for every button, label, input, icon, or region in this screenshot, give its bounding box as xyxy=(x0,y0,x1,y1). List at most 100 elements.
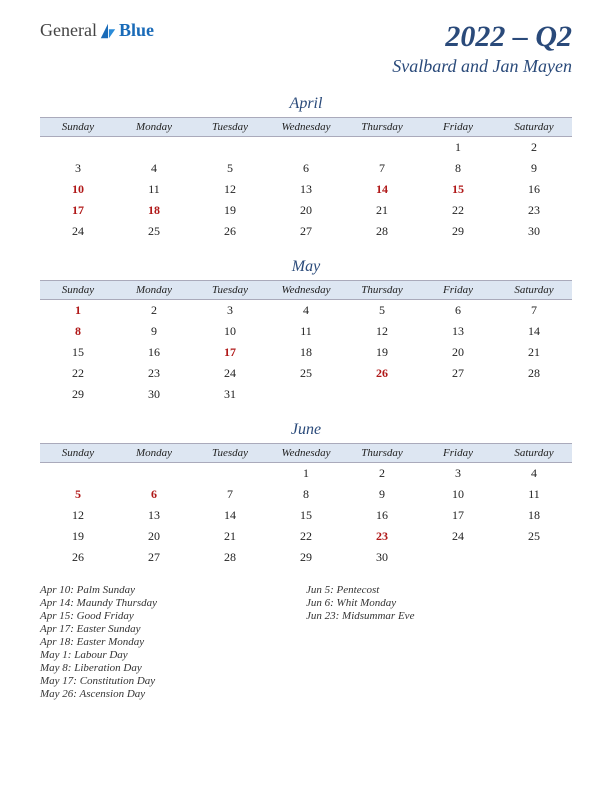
logo-sail-icon xyxy=(99,22,117,40)
day-cell xyxy=(40,137,116,159)
day-cell xyxy=(40,463,116,485)
day-cell: 23 xyxy=(116,363,192,384)
day-cell: 17 xyxy=(192,342,268,363)
day-cell: 21 xyxy=(192,526,268,547)
day-cell: 14 xyxy=(496,321,572,342)
table-row: 2627282930 xyxy=(40,547,572,568)
day-cell: 19 xyxy=(344,342,420,363)
day-cell: 21 xyxy=(344,200,420,221)
weekday-header: Friday xyxy=(420,118,496,137)
day-cell: 8 xyxy=(40,321,116,342)
day-cell xyxy=(496,384,572,405)
weekday-header: Wednesday xyxy=(268,444,344,463)
day-cell: 26 xyxy=(192,221,268,242)
day-cell: 22 xyxy=(40,363,116,384)
day-cell: 28 xyxy=(192,547,268,568)
day-cell: 16 xyxy=(496,179,572,200)
weekday-header: Monday xyxy=(116,118,192,137)
day-cell: 30 xyxy=(116,384,192,405)
day-cell: 18 xyxy=(496,505,572,526)
month-name: June xyxy=(40,421,572,439)
day-cell: 29 xyxy=(268,547,344,568)
day-cell: 1 xyxy=(268,463,344,485)
day-cell: 28 xyxy=(496,363,572,384)
calendar-table: SundayMondayTuesdayWednesdayThursdayFrid… xyxy=(40,280,572,405)
weekday-header: Tuesday xyxy=(192,118,268,137)
table-row: 22232425262728 xyxy=(40,363,572,384)
day-cell: 24 xyxy=(192,363,268,384)
day-cell: 22 xyxy=(268,526,344,547)
weekday-header: Monday xyxy=(116,444,192,463)
month-block: AprilSundayMondayTuesdayWednesdayThursda… xyxy=(40,95,572,242)
day-cell: 9 xyxy=(116,321,192,342)
day-cell: 18 xyxy=(268,342,344,363)
day-cell: 11 xyxy=(268,321,344,342)
table-row: 12 xyxy=(40,137,572,159)
day-cell: 13 xyxy=(420,321,496,342)
day-cell: 6 xyxy=(420,300,496,322)
month-block: MaySundayMondayTuesdayWednesdayThursdayF… xyxy=(40,258,572,405)
day-cell: 11 xyxy=(116,179,192,200)
title-block: 2022 – Q2 Svalbard and Jan Mayen xyxy=(392,20,572,77)
day-cell xyxy=(116,137,192,159)
day-cell: 16 xyxy=(344,505,420,526)
day-cell: 26 xyxy=(40,547,116,568)
day-cell: 2 xyxy=(344,463,420,485)
day-cell: 3 xyxy=(420,463,496,485)
logo: General Blue xyxy=(40,20,154,41)
day-cell: 25 xyxy=(116,221,192,242)
day-cell: 9 xyxy=(496,158,572,179)
table-row: 10111213141516 xyxy=(40,179,572,200)
holiday-entry: Jun 5: Pentecost xyxy=(306,584,572,596)
day-cell: 16 xyxy=(116,342,192,363)
day-cell: 2 xyxy=(496,137,572,159)
day-cell: 15 xyxy=(420,179,496,200)
holiday-entry: Apr 10: Palm Sunday xyxy=(40,584,306,596)
day-cell: 30 xyxy=(344,547,420,568)
day-cell: 24 xyxy=(40,221,116,242)
holiday-entry: May 8: Liberation Day xyxy=(40,662,306,674)
weekday-header: Tuesday xyxy=(192,444,268,463)
day-cell: 12 xyxy=(40,505,116,526)
day-cell: 14 xyxy=(344,179,420,200)
holidays-column-right: Jun 5: PentecostJun 6: Whit MondayJun 23… xyxy=(306,584,572,701)
page-subtitle: Svalbard and Jan Mayen xyxy=(392,56,572,77)
holidays-column-left: Apr 10: Palm SundayApr 14: Maundy Thursd… xyxy=(40,584,306,701)
table-row: 17181920212223 xyxy=(40,200,572,221)
day-cell: 8 xyxy=(420,158,496,179)
day-cell xyxy=(420,384,496,405)
table-row: 567891011 xyxy=(40,484,572,505)
holiday-entry: Apr 15: Good Friday xyxy=(40,610,306,622)
day-cell: 23 xyxy=(344,526,420,547)
day-cell: 8 xyxy=(268,484,344,505)
day-cell: 4 xyxy=(116,158,192,179)
day-cell xyxy=(268,137,344,159)
weekday-header: Thursday xyxy=(344,444,420,463)
day-cell: 27 xyxy=(420,363,496,384)
table-row: 1234567 xyxy=(40,300,572,322)
table-row: 15161718192021 xyxy=(40,342,572,363)
day-cell: 7 xyxy=(496,300,572,322)
day-cell: 6 xyxy=(268,158,344,179)
day-cell: 13 xyxy=(116,505,192,526)
day-cell: 17 xyxy=(420,505,496,526)
day-cell: 29 xyxy=(420,221,496,242)
day-cell: 6 xyxy=(116,484,192,505)
holiday-entry: May 26: Ascension Day xyxy=(40,688,306,700)
table-row: 3456789 xyxy=(40,158,572,179)
day-cell: 18 xyxy=(116,200,192,221)
table-row: 12131415161718 xyxy=(40,505,572,526)
day-cell: 26 xyxy=(344,363,420,384)
holiday-entry: Jun 6: Whit Monday xyxy=(306,597,572,609)
weekday-header: Wednesday xyxy=(268,118,344,137)
day-cell xyxy=(420,547,496,568)
day-cell: 15 xyxy=(40,342,116,363)
day-cell: 20 xyxy=(116,526,192,547)
calendar-table: SundayMondayTuesdayWednesdayThursdayFrid… xyxy=(40,117,572,242)
weekday-header: Saturday xyxy=(496,444,572,463)
day-cell: 23 xyxy=(496,200,572,221)
day-cell: 22 xyxy=(420,200,496,221)
day-cell: 5 xyxy=(40,484,116,505)
table-row: 24252627282930 xyxy=(40,221,572,242)
calendar-table: SundayMondayTuesdayWednesdayThursdayFrid… xyxy=(40,443,572,568)
